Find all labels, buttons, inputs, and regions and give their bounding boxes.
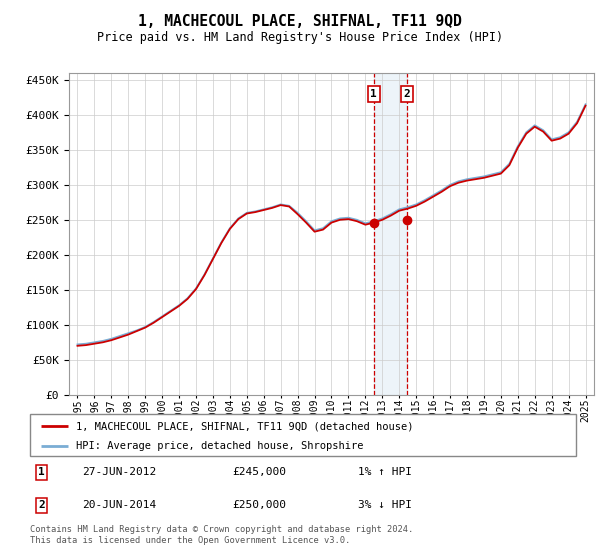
Text: HPI: Average price, detached house, Shropshire: HPI: Average price, detached house, Shro… <box>76 441 364 451</box>
Text: 2: 2 <box>38 500 45 510</box>
Text: 27-JUN-2012: 27-JUN-2012 <box>82 467 156 477</box>
Text: 20-JUN-2014: 20-JUN-2014 <box>82 500 156 510</box>
Text: 1, MACHECOUL PLACE, SHIFNAL, TF11 9QD: 1, MACHECOUL PLACE, SHIFNAL, TF11 9QD <box>138 14 462 29</box>
Text: 1: 1 <box>38 467 45 477</box>
Text: 3% ↓ HPI: 3% ↓ HPI <box>358 500 412 510</box>
Bar <box>374 73 407 395</box>
Text: 1% ↑ HPI: 1% ↑ HPI <box>358 467 412 477</box>
Text: 1: 1 <box>370 89 377 99</box>
Text: 1, MACHECOUL PLACE, SHIFNAL, TF11 9QD (detached house): 1, MACHECOUL PLACE, SHIFNAL, TF11 9QD (d… <box>76 421 414 431</box>
Text: 2: 2 <box>404 89 410 99</box>
Text: £250,000: £250,000 <box>232 500 286 510</box>
Text: £245,000: £245,000 <box>232 467 286 477</box>
Text: Contains HM Land Registry data © Crown copyright and database right 2024.
This d: Contains HM Land Registry data © Crown c… <box>30 525 413 545</box>
FancyBboxPatch shape <box>30 414 576 456</box>
Text: Price paid vs. HM Land Registry's House Price Index (HPI): Price paid vs. HM Land Registry's House … <box>97 31 503 44</box>
